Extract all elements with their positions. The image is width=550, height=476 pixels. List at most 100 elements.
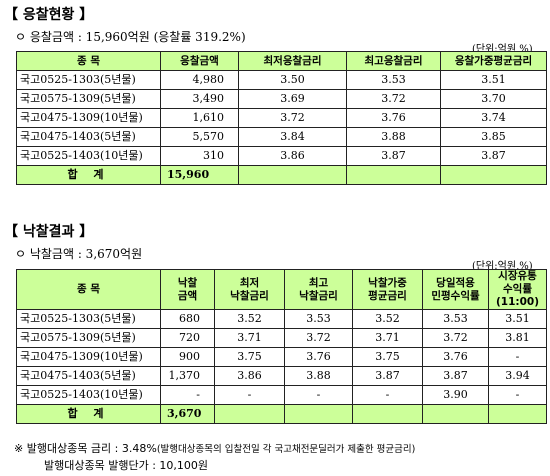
table-row: 국고0475-1403(5년물) 1,370 3.86 3.88 3.87 3.87 3.9… (16, 366, 547, 386)
value-cell: - (160, 385, 215, 405)
column-header: 종 목 (16, 269, 161, 310)
award-result-table: 종 목 낙찰 금액 최저 낙찰금리 최고 낙찰금리 낙찰가중 평균금리 당일적용 민평수익률 시장유통… (16, 269, 547, 424)
value-cell: 3.72 (346, 89, 441, 109)
value-cell: 720 (160, 328, 215, 348)
value-cell: 3.52 (214, 309, 285, 329)
column-header-line: 낙찰금리 (299, 289, 338, 302)
bond-name-cell: 국고0575-1309(5년물) (16, 89, 161, 109)
value-cell: 1,610 (160, 108, 239, 128)
column-header-line: 낙찰금리 (230, 289, 269, 302)
bond-name-cell: 국고0525-1403(10년물) (16, 385, 161, 405)
empty-cell (422, 404, 489, 424)
column-header: 최고응찰금리 (346, 51, 441, 71)
value-cell: - (214, 385, 285, 405)
value-cell: - (488, 347, 547, 367)
column-header-line: 민평수익률 (431, 289, 480, 302)
column-header-line: 최고 (308, 276, 329, 289)
column-header-line: 평균금리 (368, 289, 407, 302)
column-header-line: 최저 (239, 276, 260, 289)
empty-cell (238, 165, 347, 185)
bid-summary: ㅇ 응찰금액 : 15,960억원 (응찰률 319.2%) (15, 30, 246, 44)
total-label: 합 계 (16, 165, 161, 185)
empty-cell (440, 165, 547, 185)
column-header: 낙찰가중 평균금리 (352, 269, 423, 310)
value-cell: 3.76 (284, 347, 353, 367)
value-cell: 3.53 (284, 309, 353, 329)
value-cell: 3.76 (346, 108, 441, 128)
value-cell: 3.87 (352, 366, 423, 386)
section-title-text: 낙찰결과 (22, 224, 75, 240)
value-cell: 3.81 (488, 328, 547, 348)
bond-name-cell: 국고0525-1403(10년물) (16, 146, 161, 166)
note-rate-main: ※ 발행대상종목 금리 : 3.48% (14, 442, 157, 455)
value-cell: 3.88 (346, 127, 441, 147)
value-cell: 3.70 (440, 89, 547, 109)
bid-status-table: 종 목 응찰금액 최저응찰금리 최고응찰금리 응찰가중평균금리 국고0525-1303(5… (16, 51, 547, 185)
column-header-line: 낙찰가중 (368, 276, 407, 289)
column-header: 최저응찰금리 (238, 51, 347, 71)
column-header-line: (11:00) (495, 296, 540, 308)
column-header: 최저 낙찰금리 (214, 269, 285, 310)
section-title-text: 응찰현황 (22, 7, 75, 23)
value-cell: 3.69 (238, 89, 347, 109)
value-cell: 3.72 (238, 108, 347, 128)
value-cell: 3.51 (440, 70, 547, 90)
note-rate-detail: (발행대상종목의 입찰전일 각 국고채전문딜러가 제출한 평균금리) (156, 444, 416, 455)
total-value: 3,670 (160, 404, 215, 424)
total-row: 합 계 15,960 (16, 165, 547, 185)
value-cell: 3.53 (346, 70, 441, 90)
value-cell: 3.87 (346, 146, 441, 166)
value-cell: 4,980 (160, 70, 239, 90)
value-cell: 3.50 (238, 70, 347, 90)
note-rate: ※ 발행대상종목 금리 : 3.48%(발행대상종목의 입찰전일 각 국고채전문… (14, 440, 415, 456)
value-cell: 1,370 (160, 366, 215, 386)
value-cell: 3.51 (488, 309, 547, 329)
value-cell: 3.94 (488, 366, 547, 386)
table-row: 국고0475-1309(10년물) 1,610 3.72 3.76 3.74 (16, 108, 547, 128)
value-cell: 3.52 (352, 309, 423, 329)
table-row: 국고0475-1403(5년물) 5,570 3.84 3.88 3.85 (16, 127, 547, 147)
column-header: 당일적용 민평수익률 (422, 269, 489, 310)
table-row: 국고0575-1309(5년물) 720 3.71 3.72 3.71 3.72 3.81 (16, 328, 547, 348)
empty-cell (214, 404, 285, 424)
bond-name-cell: 국고0575-1309(5년물) (16, 328, 161, 348)
value-cell: 3.84 (238, 127, 347, 147)
column-header: 낙찰 금액 (160, 269, 215, 310)
value-cell: 3.88 (284, 366, 353, 386)
value-cell: 310 (160, 146, 239, 166)
value-cell: 3.75 (214, 347, 285, 367)
note-price: 발행대상종목 발행단가 : 10,100원 (44, 459, 209, 472)
value-cell: 5,570 (160, 127, 239, 147)
empty-cell (346, 165, 441, 185)
column-header-line: 수익률 (503, 283, 532, 295)
bond-name-cell: 국고0475-1403(5년물) (16, 366, 161, 386)
value-cell: 3.75 (352, 347, 423, 367)
column-header-line: 시장유통 (498, 270, 537, 282)
total-row: 합 계 3,670 (16, 404, 547, 424)
table-row: 국고0525-1303(5년물) 4,980 3.50 3.53 3.51 (16, 70, 547, 90)
unit-label-2: (단위:억원,%) (472, 261, 533, 272)
empty-cell (352, 404, 423, 424)
table-row: 국고0525-1303(5년물) 680 3.52 3.53 3.52 3.53 3.51 (16, 309, 547, 329)
table-row: 국고0475-1309(10년물) 900 3.75 3.76 3.75 3.76- (16, 347, 547, 367)
value-cell: 3.86 (238, 146, 347, 166)
value-cell: 3.90 (422, 385, 489, 405)
value-cell: 900 (160, 347, 215, 367)
bond-name-cell: 국고0475-1309(10년물) (16, 347, 161, 367)
value-cell: - (284, 385, 353, 405)
table-header-row: 종 목 낙찰 금액 최저 낙찰금리 최고 낙찰금리 낙찰가중 평균금리 당일적용 민평수익률 시장유통… (16, 269, 547, 310)
empty-cell (284, 404, 353, 424)
award-summary: ㅇ 낙찰금액 : 3,670억원 (15, 247, 143, 261)
table-header-row: 종 목 응찰금액 최저응찰금리 최고응찰금리 응찰가중평균금리 (16, 51, 547, 71)
value-cell: 3.72 (422, 328, 489, 348)
value-cell: 3.86 (214, 366, 285, 386)
value-cell: - (352, 385, 423, 405)
value-cell: 3.71 (352, 328, 423, 348)
column-header-line: 당일적용 (436, 276, 475, 289)
table-row: 국고0575-1309(5년물) 3,490 3.69 3.72 3.70 (16, 89, 547, 109)
column-header: 응찰가중평균금리 (440, 51, 547, 71)
bond-name-cell: 국고0475-1403(5년물) (16, 127, 161, 147)
total-label: 합 계 (16, 404, 161, 424)
section-title-bids: 【 응찰현황 】 (4, 7, 94, 23)
bond-name-cell: 국고0475-1309(10년물) (16, 108, 161, 128)
